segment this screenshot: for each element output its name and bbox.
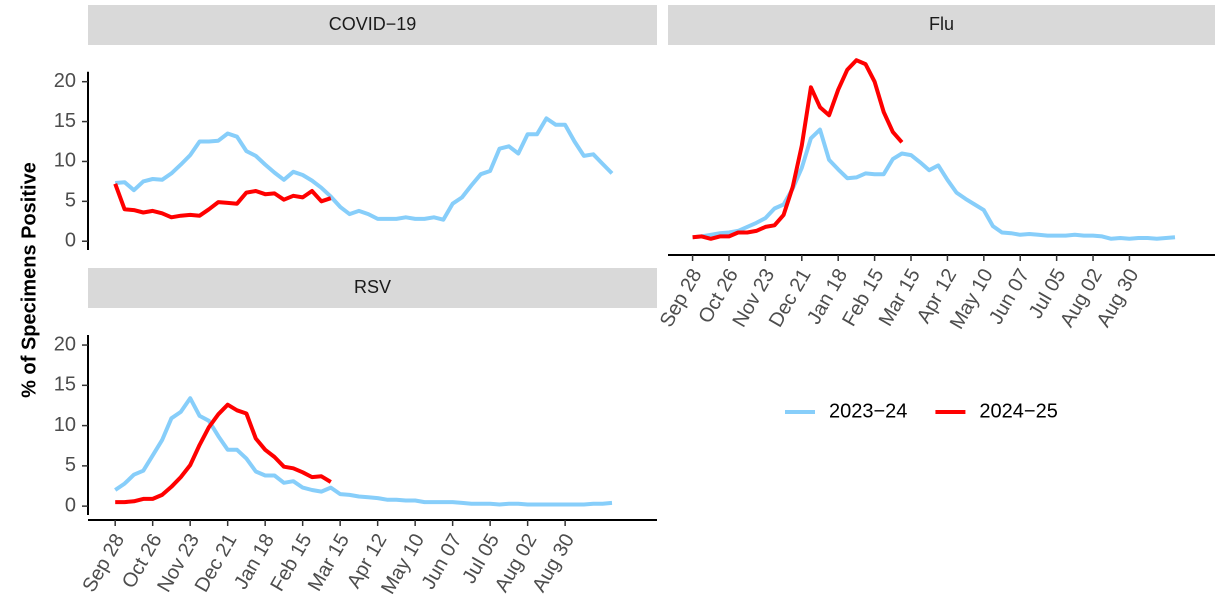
y-tick-label: 20: [54, 70, 76, 92]
y-axis-title: % of Specimens Positive: [18, 162, 40, 398]
y-tick-label: 0: [65, 494, 76, 516]
x-tick-label: Sep 28: [78, 530, 129, 596]
x-tick-label: Sep 28: [656, 265, 707, 331]
y-tick-label: 10: [54, 414, 76, 436]
series-line: [115, 116, 614, 222]
strip-label: RSV: [354, 277, 391, 297]
legend-label: 2023−24: [829, 400, 907, 422]
series-line: [114, 396, 613, 507]
strip-label: COVID−19: [329, 14, 417, 34]
series-line: [692, 58, 904, 241]
series-line: [692, 127, 1176, 241]
y-tick-label: 20: [54, 333, 76, 355]
y-tick-label: 15: [54, 110, 76, 132]
y-tick-label: 15: [54, 374, 76, 396]
series-line: [113, 183, 332, 220]
strip-background: [88, 5, 657, 45]
legend-label: 2024−25: [979, 400, 1057, 422]
y-tick-label: 0: [65, 230, 76, 252]
strip-label: Flu: [929, 14, 954, 34]
y-tick-label: 5: [65, 190, 76, 212]
series-line: [115, 402, 332, 505]
y-tick-label: 10: [54, 150, 76, 172]
strip-background: [668, 5, 1215, 45]
y-tick-label: 5: [65, 454, 76, 476]
strip-background: [88, 268, 657, 308]
